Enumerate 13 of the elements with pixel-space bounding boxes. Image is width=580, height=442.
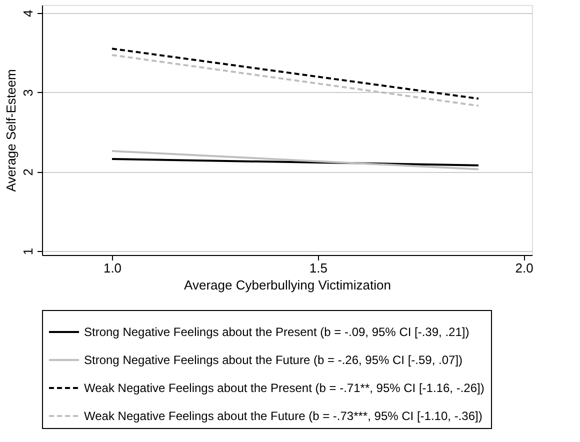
legend-label: Strong Negative Feelings about the Present (b = -.09, 95% CI [-.39, .21]) bbox=[84, 325, 470, 339]
legend-label: Weak Negative Feelings about the Present (b = -.71**, 95% CI [-1.16, -.26]) bbox=[84, 381, 484, 395]
x-tick-label: 1.0 bbox=[103, 260, 122, 276]
y-tick-label: 3 bbox=[20, 89, 36, 96]
x-tick-label: 2.0 bbox=[515, 260, 534, 276]
y-tick-label: 4 bbox=[20, 10, 36, 18]
x-tick-label: 1.5 bbox=[309, 260, 328, 276]
legend-label: Weak Negative Feelings about the Future (b = -.73***, 95% CI [-1.10, -.36]) bbox=[84, 409, 482, 423]
legend-label: Strong Negative Feelings about the Future (b = -.26, 95% CI [-.59, .07]) bbox=[84, 353, 463, 367]
y-axis-title: Average Self-Esteem bbox=[4, 69, 18, 192]
y-tick-label: 1 bbox=[20, 248, 36, 256]
x-axis-title: Average Cyberbullying Victimization bbox=[184, 278, 391, 292]
y-tick-label: 2 bbox=[20, 168, 36, 176]
